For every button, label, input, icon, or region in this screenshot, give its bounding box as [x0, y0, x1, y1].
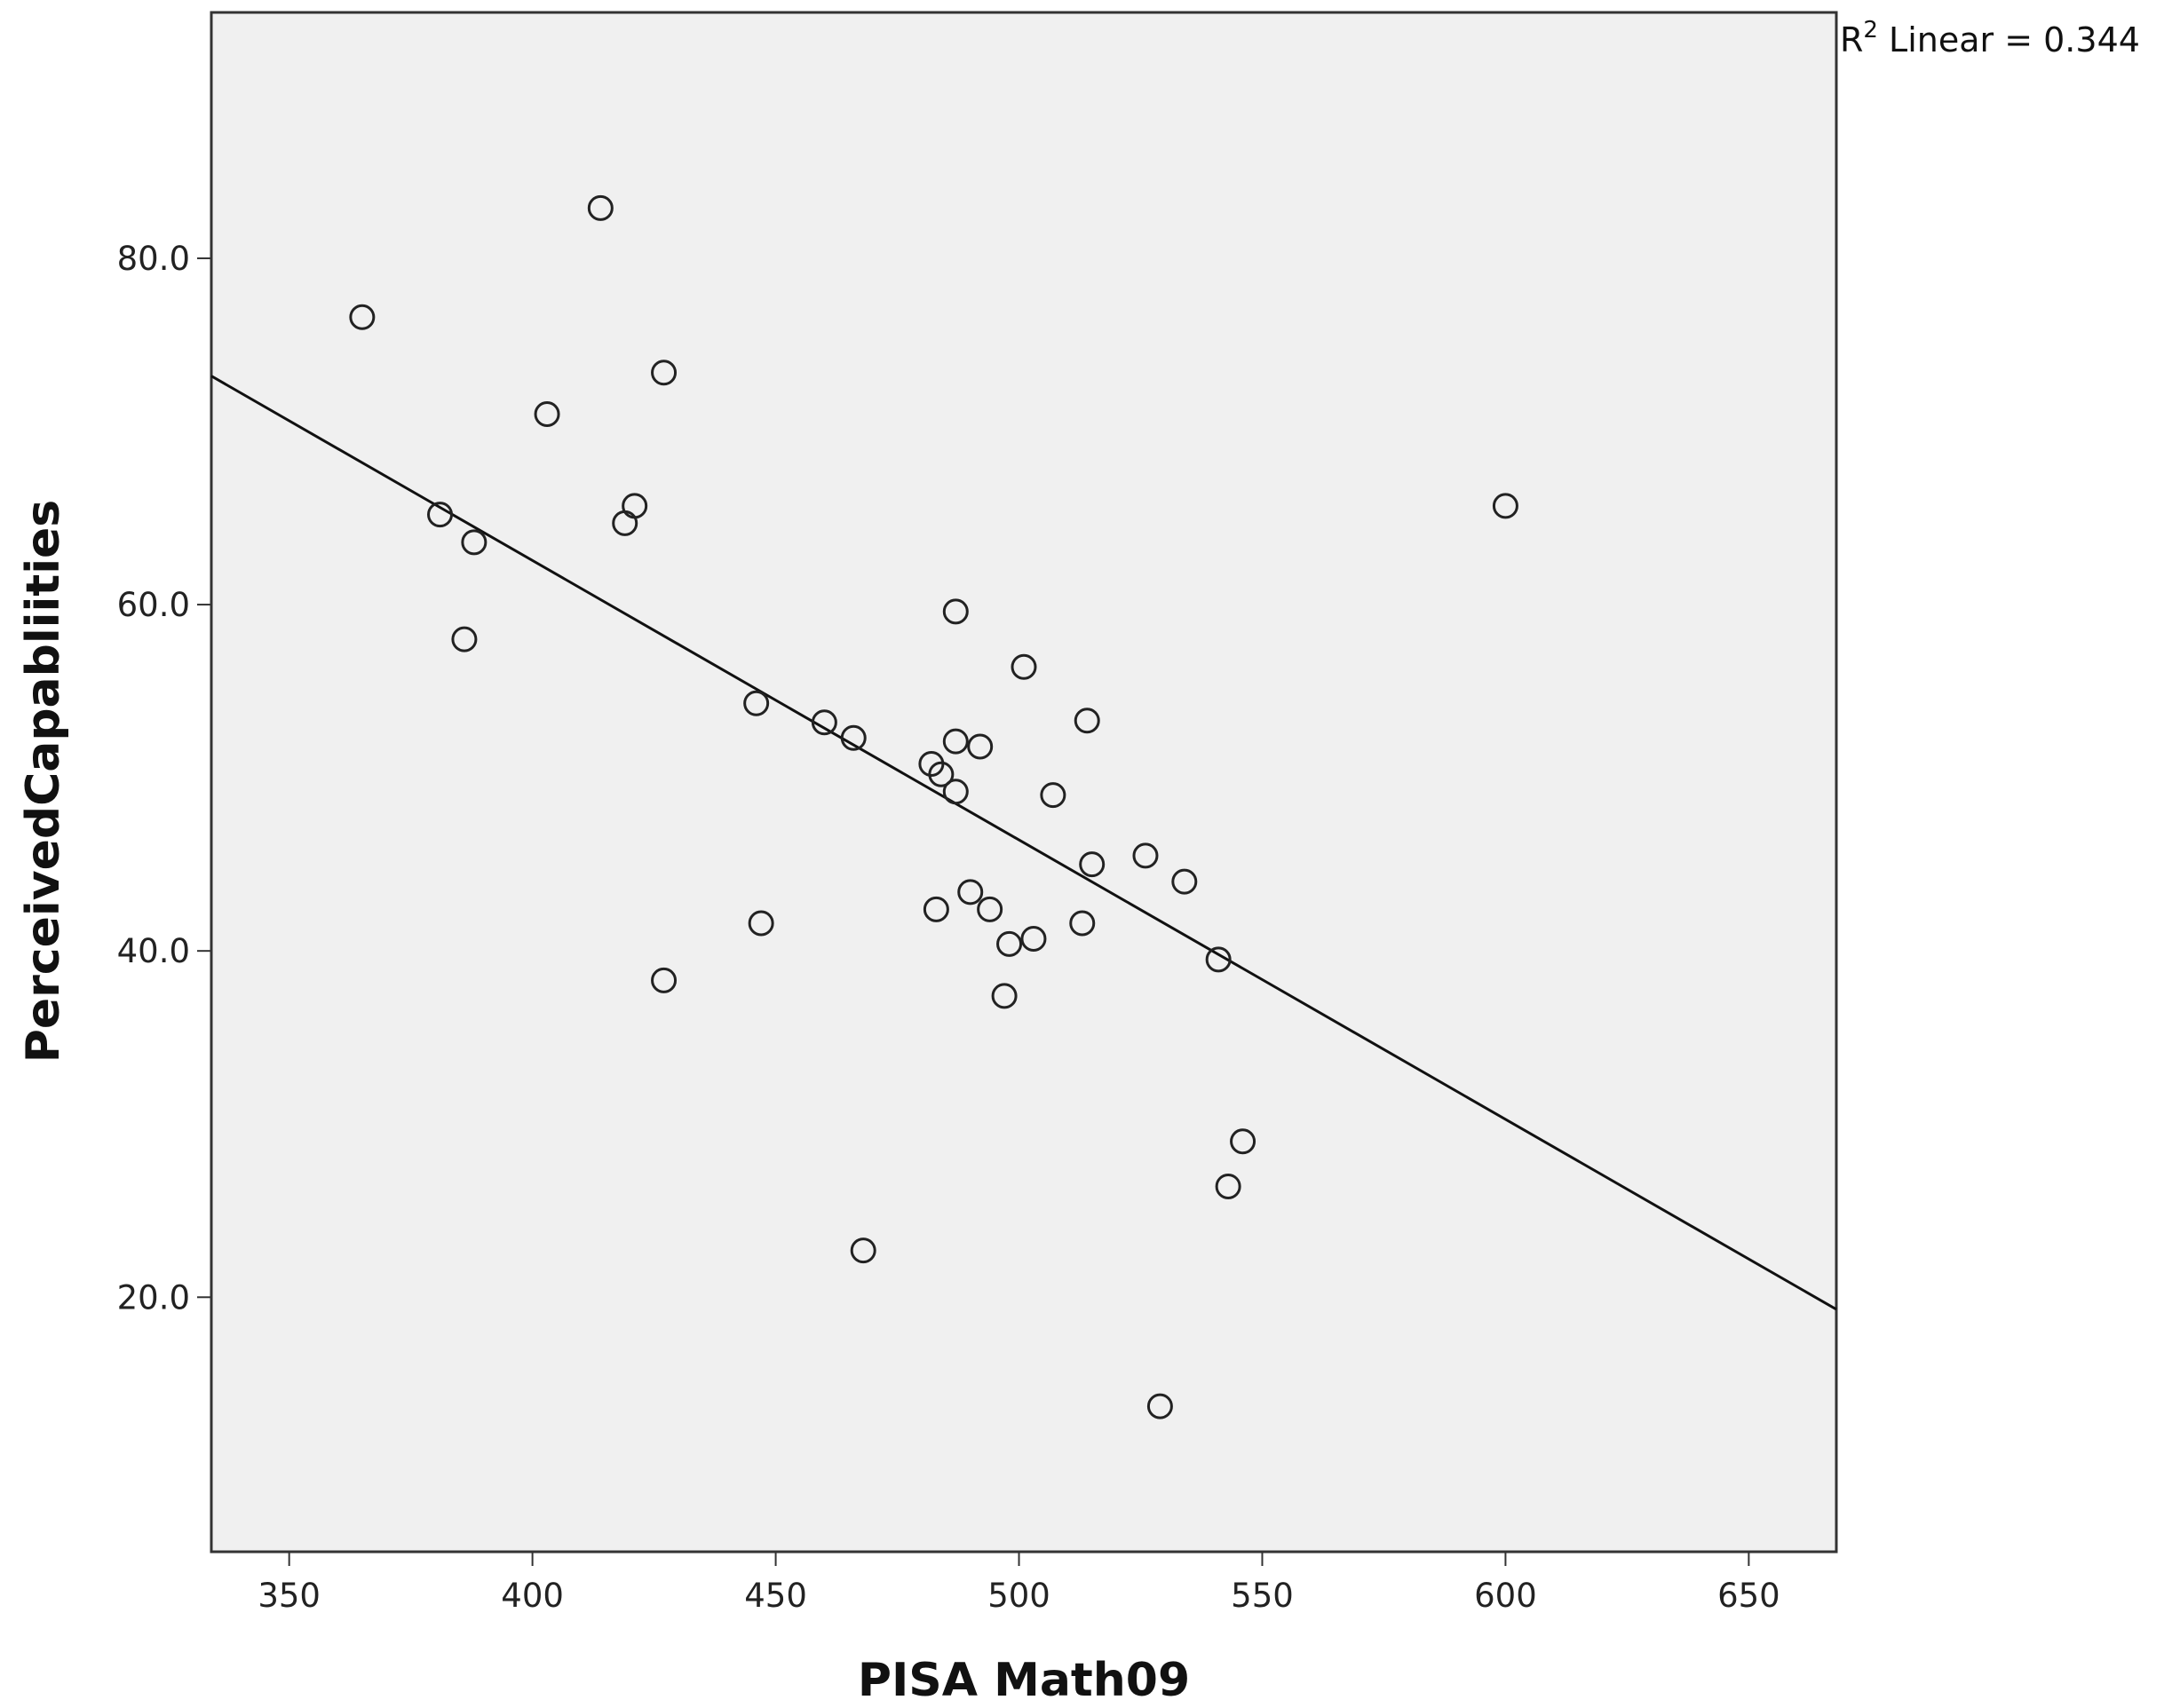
data-point [942, 728, 969, 755]
data-point [587, 194, 614, 221]
y-axis-title: PerceivedCapabliities [17, 500, 70, 1064]
data-point [1205, 946, 1232, 973]
data-point [1492, 493, 1518, 519]
data-point [923, 896, 949, 922]
linear-fit-line [210, 375, 1837, 1311]
x-tick-label: 400 [501, 1577, 564, 1615]
y-tick-label: 80.0 [117, 240, 190, 278]
data-point [942, 779, 969, 805]
data-point [1020, 926, 1047, 953]
x-tick-label: 450 [744, 1577, 807, 1615]
data-point [349, 304, 376, 330]
scatter-points [349, 194, 1518, 1419]
x-tick-label: 650 [1717, 1577, 1780, 1615]
data-point [811, 709, 837, 736]
data-point [977, 896, 1003, 922]
data-point [991, 983, 1018, 1009]
data-point [1079, 851, 1106, 878]
y-tick-label: 60.0 [117, 586, 190, 624]
data-point [1040, 782, 1066, 809]
plot-area [210, 11, 1838, 1554]
data-point [651, 967, 678, 993]
data-point [942, 598, 969, 625]
data-point [1215, 1173, 1241, 1199]
data-point [427, 502, 454, 528]
data-point [1011, 653, 1037, 680]
data-point [1171, 868, 1198, 895]
data-point [451, 626, 478, 652]
data-point [534, 401, 560, 428]
x-axis-ticks: 350 400 450 500 550 600 650 [258, 1552, 1780, 1615]
data-point [957, 879, 984, 905]
x-tick-label: 350 [258, 1577, 321, 1615]
y-tick-label: 40.0 [117, 932, 190, 970]
x-tick-label: 500 [987, 1577, 1050, 1615]
data-point [461, 529, 488, 556]
data-point [622, 493, 648, 519]
x-tick-label: 600 [1474, 1577, 1537, 1615]
x-axis-title: PISA Math09 [858, 1654, 1190, 1707]
data-point [651, 360, 678, 386]
data-point [1146, 1393, 1173, 1419]
data-point [967, 733, 994, 760]
data-point [743, 690, 770, 716]
data-point [1074, 708, 1100, 734]
data-point [850, 1238, 876, 1264]
data-point [748, 910, 774, 937]
r2-label: R2 Linear = 0.344 [1840, 17, 2140, 59]
data-point [1132, 842, 1159, 869]
data-point [840, 724, 867, 751]
x-tick-label: 550 [1231, 1577, 1294, 1615]
y-tick-label: 20.0 [117, 1278, 190, 1317]
data-point [996, 930, 1023, 957]
y-axis-ticks: 20.0 40.0 60.0 80.0 [117, 240, 211, 1317]
data-point [928, 761, 955, 787]
data-point [1230, 1128, 1256, 1155]
data-point [1069, 910, 1096, 937]
